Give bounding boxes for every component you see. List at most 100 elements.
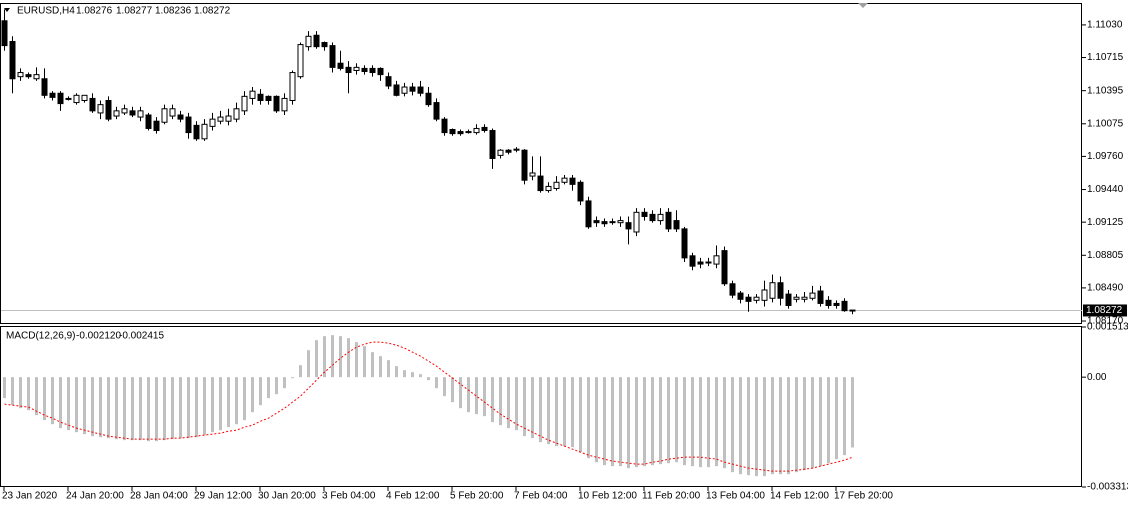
histogram-bar — [259, 377, 262, 406]
histogram-bar — [187, 377, 190, 439]
histogram-bar — [195, 377, 198, 438]
histogram-bar — [283, 377, 286, 389]
candle-body — [169, 108, 176, 117]
candle-body — [809, 292, 816, 299]
candle-body — [185, 116, 192, 134]
histogram-bar — [355, 342, 358, 378]
histogram-bar — [699, 377, 702, 468]
candle-body — [697, 261, 704, 265]
candle-body — [233, 108, 240, 120]
candle-body — [9, 40, 16, 80]
histogram-bar — [267, 377, 270, 399]
histogram-bar — [171, 377, 174, 440]
histogram-bar — [539, 377, 542, 443]
y-tick-label: 1.10395 — [1087, 85, 1124, 96]
histogram-bar — [35, 377, 38, 416]
shift-marker — [858, 3, 868, 8]
candle-body — [305, 35, 312, 48]
candle-body — [81, 94, 88, 101]
candle-body — [817, 290, 824, 304]
candle-body — [681, 228, 688, 259]
histogram-bar — [515, 377, 518, 431]
candle-body — [801, 296, 808, 300]
candle-body — [601, 221, 608, 225]
histogram-bar — [291, 377, 294, 379]
histogram-bar — [483, 377, 486, 417]
candle-body — [833, 302, 840, 307]
candle-body — [249, 90, 256, 99]
y-tick-label: 1.09440 — [1087, 184, 1124, 195]
histogram-bar — [435, 377, 438, 389]
candle-body — [321, 42, 328, 48]
candle-body — [377, 67, 384, 76]
histogram-bar — [387, 360, 390, 378]
histogram-bar — [67, 377, 70, 431]
candle-body — [369, 67, 376, 74]
candle-body — [145, 114, 152, 129]
last-close: 1.08272 — [194, 6, 231, 17]
candle-body — [49, 92, 56, 98]
histogram-bar — [595, 377, 598, 463]
y-tick-label: 1.08490 — [1087, 283, 1124, 294]
histogram-bar — [611, 377, 614, 467]
candle-body — [585, 200, 592, 228]
candle-body — [121, 108, 128, 114]
histogram-bar — [395, 366, 398, 378]
candle-body — [825, 299, 832, 307]
histogram-bar — [811, 377, 814, 469]
candle-body — [793, 296, 800, 300]
candle-body — [593, 220, 600, 224]
candle-body — [529, 172, 536, 177]
x-tick-label: 29 Jan 12:00 — [194, 491, 252, 502]
candle-body — [641, 211, 648, 217]
candle-body — [569, 177, 576, 185]
candle-body — [137, 110, 144, 118]
candle-body — [225, 115, 232, 122]
candle-body — [41, 78, 48, 96]
histogram-bar — [555, 377, 558, 447]
candle-body — [353, 66, 360, 71]
x-tick-label: 13 Feb 04:00 — [706, 491, 765, 502]
candle-body — [777, 282, 784, 299]
y-tick-label: -0.003313 — [1087, 482, 1128, 493]
candle-body — [537, 175, 544, 192]
candle-body — [297, 44, 304, 78]
histogram-bar — [659, 377, 662, 465]
candle-body — [553, 181, 560, 190]
candle-body — [721, 250, 728, 285]
last-low: 1.08236 — [155, 6, 192, 17]
candle-body — [425, 92, 432, 106]
histogram-bar — [819, 377, 822, 467]
histogram-bar — [243, 377, 246, 421]
histogram-bar — [43, 377, 46, 421]
histogram-bar — [131, 377, 134, 441]
histogram-bar — [803, 377, 806, 471]
histogram-bar — [427, 377, 430, 381]
x-tick-label: 17 Feb 20:00 — [834, 491, 893, 502]
histogram-bar — [59, 377, 62, 429]
y-tick-label: 1.09125 — [1087, 217, 1124, 228]
histogram-bar — [491, 377, 494, 423]
histogram-bar — [731, 377, 734, 473]
histogram-bar — [75, 377, 78, 433]
histogram-bar — [771, 377, 774, 475]
histogram-bar — [299, 365, 302, 378]
candle-body — [769, 282, 776, 299]
histogram-bar — [3, 377, 6, 399]
candle-body — [329, 45, 336, 68]
candle-body — [281, 97, 288, 112]
candle-body — [97, 104, 104, 114]
histogram-bar — [275, 377, 278, 395]
candle-body — [705, 261, 712, 264]
histogram-bar — [723, 377, 726, 469]
candle-body — [417, 86, 424, 94]
histogram-bar — [763, 377, 766, 477]
histogram-bar — [715, 377, 718, 467]
y-tick-label: 1.10075 — [1087, 118, 1124, 129]
candle-body — [201, 123, 208, 140]
histogram-bar — [11, 377, 14, 406]
y-tick-label: 1.10715 — [1087, 52, 1124, 63]
candle-body — [65, 97, 72, 100]
histogram-bar — [27, 377, 30, 411]
